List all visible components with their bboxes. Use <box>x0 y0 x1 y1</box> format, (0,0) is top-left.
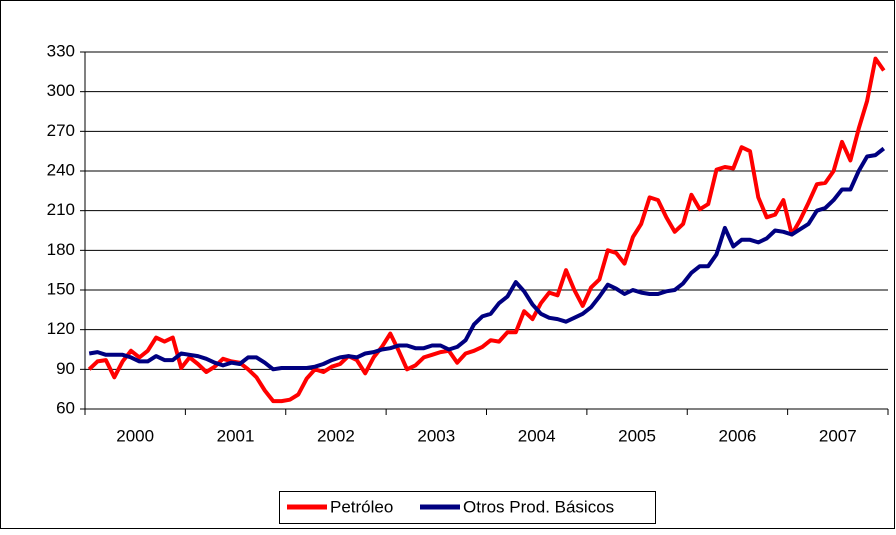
y-tick-label: 300 <box>47 81 75 100</box>
y-tick-label: 180 <box>47 240 75 259</box>
y-tick-label: 270 <box>47 121 75 140</box>
y-tick-label: 90 <box>56 359 75 378</box>
x-tick-label: 2007 <box>819 426 857 445</box>
x-tick-label: 2000 <box>116 426 154 445</box>
y-tick-label: 150 <box>47 279 75 298</box>
y-tick-label: 60 <box>56 398 75 417</box>
y-tick-label: 210 <box>47 200 75 219</box>
legend-label: Otros Prod. Básicos <box>463 497 614 516</box>
legend-label: Petróleo <box>330 497 393 516</box>
series-line <box>88 146 886 372</box>
y-tick-label: 240 <box>47 160 75 179</box>
y-tick-label: 120 <box>47 319 75 338</box>
x-tick-label: 2006 <box>719 426 757 445</box>
y-tick-label: 330 <box>47 41 75 60</box>
x-tick-label: 2003 <box>417 426 455 445</box>
x-tick-label: 2004 <box>518 426 556 445</box>
legend-box <box>279 491 656 524</box>
x-tick-label: 2002 <box>317 426 355 445</box>
x-tick-label: 2005 <box>618 426 656 445</box>
series-line <box>87 56 886 404</box>
x-tick-label: 2001 <box>217 426 255 445</box>
